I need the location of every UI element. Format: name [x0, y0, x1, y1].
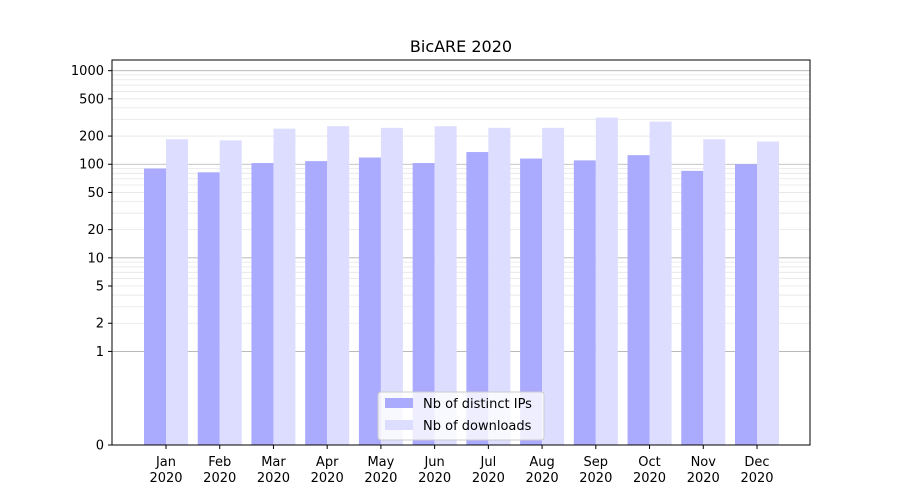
bar-downloads — [703, 139, 726, 445]
x-tick-label: Jun 2020 — [418, 455, 451, 486]
bar-downloads — [542, 127, 565, 445]
x-tick-label: Dec 2020 — [740, 455, 773, 486]
bar-distinct-ips — [735, 164, 757, 445]
x-tick-label-line: 2020 — [526, 471, 559, 486]
bar-distinct-ips — [197, 172, 220, 446]
bar-downloads — [219, 140, 242, 445]
bar-downloads — [380, 127, 403, 445]
bar-downloads — [434, 126, 457, 445]
x-tick-label-line: 2020 — [311, 471, 344, 486]
x-tick-label: Apr 2020 — [311, 455, 344, 486]
bar-distinct-ips — [144, 168, 166, 445]
plot-frame — [111, 59, 811, 446]
bar-downloads — [595, 117, 618, 445]
x-tick-label: Mar 2020 — [257, 455, 290, 486]
x-tick-label: Sep 2020 — [579, 455, 612, 486]
bar-distinct-ips — [251, 163, 274, 445]
y-tick-label: 100 — [79, 158, 104, 173]
x-tick-label-line: Mar — [261, 455, 286, 470]
bar-distinct-ips — [520, 158, 543, 445]
x-tick-label: Feb 2020 — [203, 455, 236, 486]
y-axis: 0 1 2 5 10 20 50 100 200 500 1000 — [71, 64, 112, 454]
x-tick-label-line: Oct — [638, 455, 660, 470]
bar-distinct-ips — [573, 160, 596, 445]
x-tick-label-line: 2020 — [579, 471, 612, 486]
x-tick-label-line: Jan — [155, 455, 176, 470]
x-tick-label: Aug 2020 — [526, 455, 559, 486]
bar-downloads — [488, 127, 511, 445]
bar-distinct-ips — [466, 152, 489, 445]
x-tick-label-line: 2020 — [687, 471, 720, 486]
y-tick-label: 1 — [96, 345, 104, 360]
x-tick-label-line: Apr — [316, 455, 339, 470]
legend-label-ips: Nb of distinct IPs — [423, 397, 532, 412]
x-tick-label-line: 2020 — [203, 471, 236, 486]
x-tick-label-line: 2020 — [149, 471, 182, 486]
x-tick-label-line: Aug — [529, 455, 554, 470]
x-tick-label: Jul 2020 — [472, 455, 505, 486]
bar-downloads — [757, 141, 779, 445]
x-tick-label: May 2020 — [364, 455, 397, 486]
bar-distinct-ips — [681, 170, 704, 446]
chart-title: BicARE 2020 — [410, 37, 512, 56]
bar-distinct-ips — [358, 157, 381, 445]
bar-downloads — [166, 139, 188, 445]
x-tick-label-line: Nov — [691, 455, 717, 470]
bar-downloads — [273, 128, 296, 445]
x-tick-label-line: Jun — [423, 455, 444, 470]
legend-label-downloads: Nb of downloads — [423, 419, 532, 434]
y-tick-label: 2 — [96, 317, 104, 332]
y-tick-label: 5 — [96, 280, 104, 295]
legend-box — [377, 391, 545, 441]
legend: Nb of distinct IPs Nb of downloads — [377, 391, 545, 441]
x-tick-label-line: 2020 — [364, 471, 397, 486]
x-tick-label-line: Dec — [744, 455, 769, 470]
bar-distinct-ips — [412, 163, 435, 445]
bar-distinct-ips — [305, 161, 328, 445]
x-tick-label-line: 2020 — [472, 471, 505, 486]
x-tick-label: Nov 2020 — [687, 455, 720, 486]
x-tick-label-line: May — [367, 455, 394, 470]
bar-downloads — [649, 121, 672, 446]
x-tick-label-line: 2020 — [418, 471, 451, 486]
y-tick-label: 20 — [87, 223, 104, 238]
x-tick-label: Oct 2020 — [633, 455, 666, 486]
x-tick-label-line: 2020 — [257, 471, 290, 486]
x-tick-label-line: Sep — [584, 455, 609, 470]
y-tick-label: 500 — [79, 92, 104, 107]
x-tick-label-line: 2020 — [633, 471, 666, 486]
x-tick-label: Jan 2020 — [149, 455, 182, 486]
y-tick-label: 10 — [87, 251, 104, 266]
x-tick-label-line: 2020 — [740, 471, 773, 486]
y-tick-label: 0 — [96, 439, 104, 454]
legend-swatch-ips — [385, 398, 413, 408]
x-tick-label-line: Feb — [208, 455, 231, 470]
bar-distinct-ips — [627, 155, 650, 445]
x-tick-label-line: Jul — [480, 455, 497, 470]
bar-downloads — [327, 126, 350, 445]
y-tick-label: 200 — [79, 130, 104, 145]
bars — [144, 117, 779, 446]
legend-swatch-downloads — [385, 420, 413, 430]
y-tick-label: 50 — [87, 186, 104, 201]
y-tick-label: 1000 — [71, 64, 104, 79]
